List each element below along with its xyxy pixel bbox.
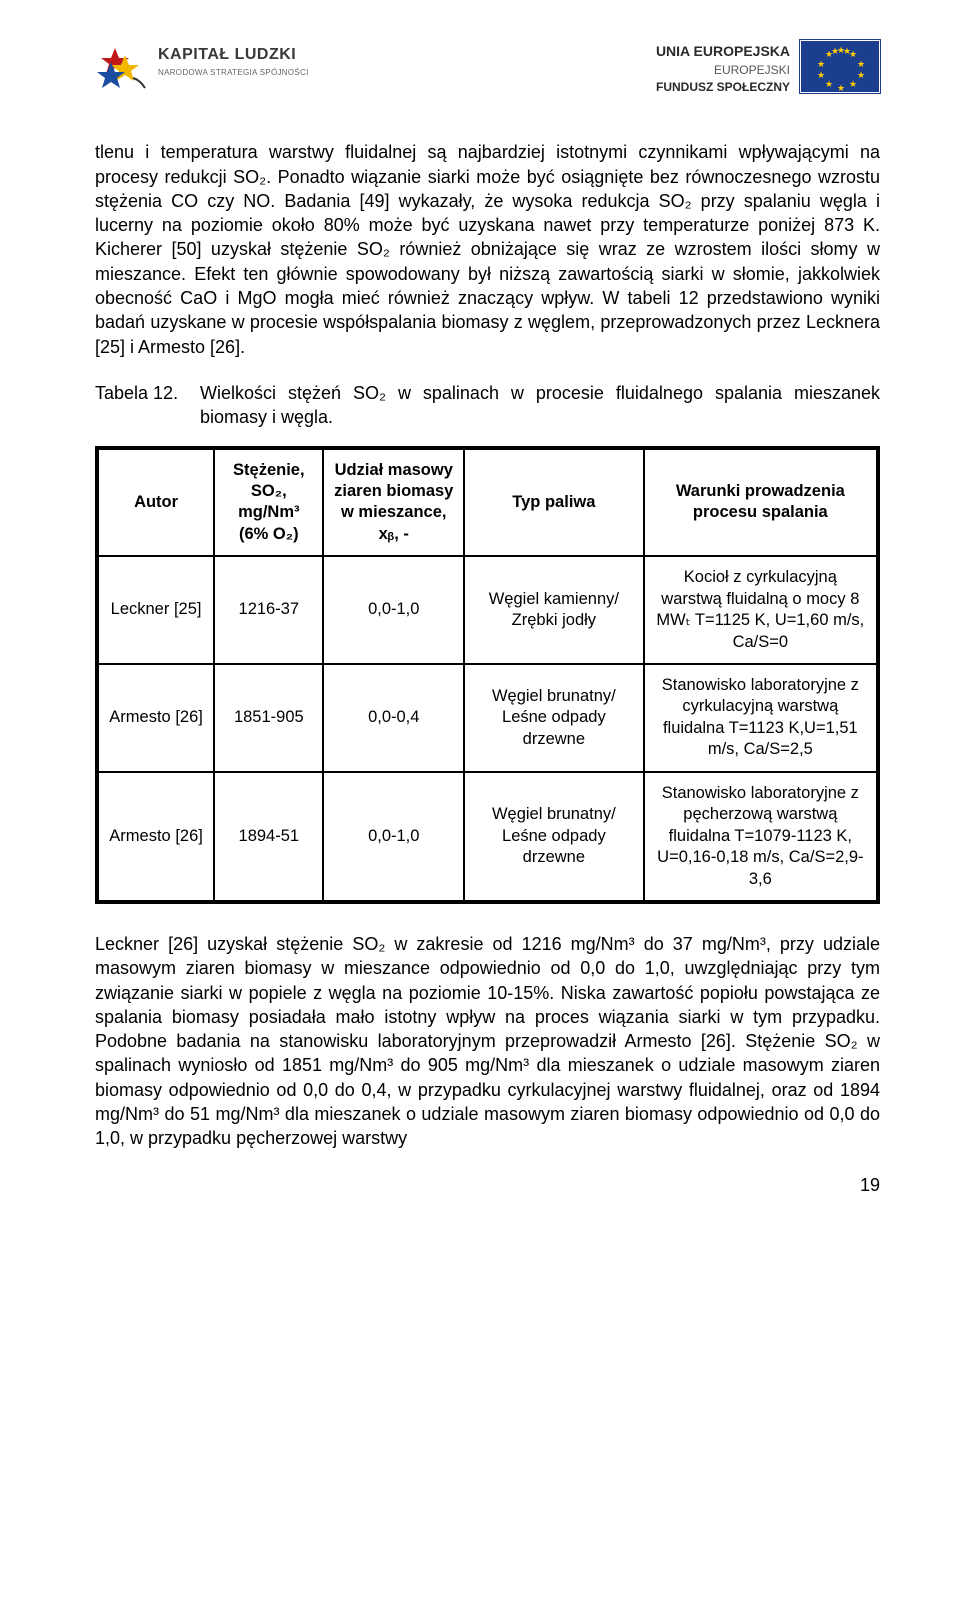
kl-star-icon	[95, 40, 150, 95]
cell-stez: 1216-37	[214, 556, 323, 664]
table-header-row: Autor Stężenie, SO₂, mg/Nm³ (6% O₂) Udzi…	[97, 448, 878, 557]
eu-sub1: EUROPEJSKI	[656, 62, 790, 78]
th-stezenie: Stężenie, SO₂, mg/Nm³ (6% O₂)	[214, 448, 323, 557]
eu-sub2: FUNDUSZ SPOŁECZNY	[656, 79, 790, 95]
cell-udzial: 0,0-1,0	[323, 772, 464, 902]
eu-title: UNIA EUROPEJSKA	[656, 42, 790, 61]
paragraph-1: tlenu i temperatura warstwy fluidalnej s…	[95, 140, 880, 359]
page-header: KAPITAŁ LUDZKI NARODOWA STRATEGIA SPÓJNO…	[95, 40, 880, 95]
table-caption: Tabela 12. Wielkości stężeń SO₂ w spalin…	[95, 381, 880, 430]
cell-autor: Armesto [26]	[97, 772, 214, 902]
cell-warunki: Kocioł z cyrkulacyjną warstwą fluidalną …	[644, 556, 878, 664]
th-typ: Typ paliwa	[464, 448, 644, 557]
cell-stez: 1894-51	[214, 772, 323, 902]
kl-title: KAPITAŁ LUDZKI	[158, 44, 309, 66]
th-autor: Autor	[97, 448, 214, 557]
table-row: Armesto [26] 1851-905 0,0-0,4 Węgiel bru…	[97, 664, 878, 772]
table-row: Leckner [25] 1216-37 0,0-1,0 Węgiel kami…	[97, 556, 878, 664]
cell-typ: Węgiel brunatny/ Leśne odpady drzewne	[464, 772, 644, 902]
cell-udzial: 0,0-1,0	[323, 556, 464, 664]
kl-subtitle: NARODOWA STRATEGIA SPÓJNOŚCI	[158, 68, 309, 79]
cell-warunki: Stanowisko laboratoryjne z cyrkulacyjną …	[644, 664, 878, 772]
cell-udzial: 0,0-0,4	[323, 664, 464, 772]
th-udzial: Udział masowy ziaren biomasy w mieszance…	[323, 448, 464, 557]
paragraph-2: Leckner [26] uzyskał stężenie SO₂ w zakr…	[95, 932, 880, 1151]
th-warunki: Warunki prowadzenia procesu spalania	[644, 448, 878, 557]
cell-warunki: Stanowisko laboratoryjne z pęcherzową wa…	[644, 772, 878, 902]
cell-typ: Węgiel kamienny/ Zrębki jodły	[464, 556, 644, 664]
cell-autor: Armesto [26]	[97, 664, 214, 772]
eu-flag-icon: ★ ★ ★ ★ ★ ★ ★ ★ ★ ★ ★ ★	[800, 40, 880, 93]
cell-typ: Węgiel brunatny/ Leśne odpady drzewne	[464, 664, 644, 772]
logo-eu: UNIA EUROPEJSKA EUROPEJSKI FUNDUSZ SPOŁE…	[656, 40, 880, 95]
table-row: Armesto [26] 1894-51 0,0-1,0 Węgiel brun…	[97, 772, 878, 902]
cell-autor: Leckner [25]	[97, 556, 214, 664]
table-caption-label: Tabela 12.	[95, 381, 200, 430]
cell-stez: 1851-905	[214, 664, 323, 772]
table-caption-text: Wielkości stężeń SO₂ w spalinach w proce…	[200, 381, 880, 430]
page-number: 19	[95, 1173, 880, 1197]
data-table: Autor Stężenie, SO₂, mg/Nm³ (6% O₂) Udzi…	[95, 446, 880, 904]
logo-kapital-ludzki: KAPITAŁ LUDZKI NARODOWA STRATEGIA SPÓJNO…	[95, 40, 309, 95]
